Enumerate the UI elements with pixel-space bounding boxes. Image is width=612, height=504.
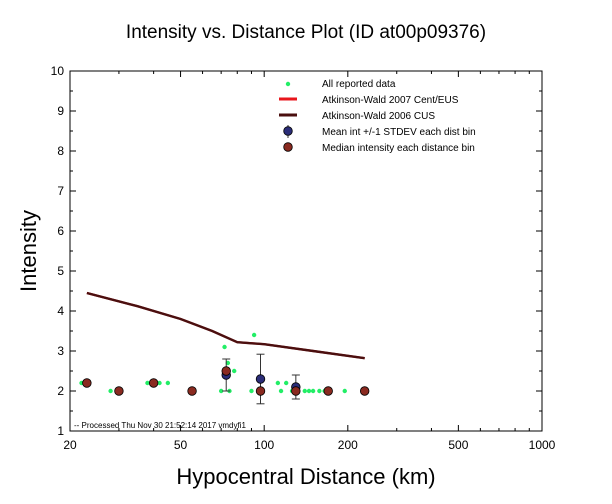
y-tick-label: 9 [57,104,64,118]
median-intensity-point [255,386,266,396]
reported-data-point [249,388,254,394]
median-intensity-point [187,386,197,396]
median-intensity-point [323,386,333,396]
y-tick-label: 7 [57,184,64,198]
reported-data-point [342,388,347,394]
x-axis-label: Hypocentral Distance (km) [176,464,435,489]
reported-data-point [302,388,307,394]
reported-data-point [283,380,289,386]
reported-data-point [275,380,281,386]
plot-frame [69,70,543,432]
axes: 1 2 3 4 5 6 7 8 9 10 20 50 100 200 500 1000 [51,64,556,452]
reported-data-point [251,332,257,338]
x-tick-label: 500 [448,438,468,452]
processed-footer: -- Processed Thu Nov 30 21:52:14 2017 vm… [74,421,247,430]
reported-data-point [310,388,316,394]
reported-data-point [222,344,227,350]
reported-data-point [232,368,237,374]
reported-data-point [218,388,224,394]
y-tick-label: 8 [57,144,64,158]
reported-data-point [108,388,113,394]
y-tick-label: 5 [57,264,64,278]
reported-data-point [317,388,322,394]
legend-label: Mean int +/-1 STDEV each dist bin [322,127,476,138]
x-tick-label: 1000 [529,438,556,452]
legend-label: All reported data [322,79,396,90]
reported-data-point [306,388,312,394]
chart-title: Intensity vs. Distance Plot (ID at00p093… [126,22,486,43]
y-tick-label: 1 [57,424,64,438]
legend-label: Atkinson-Wald 2006 CUS [322,111,435,122]
x-tick-label: 50 [174,438,188,452]
y-tick-label: 3 [57,344,64,358]
reported-data-point [157,380,162,386]
median-intensity-point [291,386,301,396]
legend-symbol-mean [283,126,293,136]
legend-label: Median intensity each distance bin [322,143,475,154]
reported-data-point [165,380,171,386]
median-intensity-point [114,386,124,396]
legend-label: Atkinson-Wald 2007 Cent/EUS [322,95,459,106]
y-tick-label: 4 [57,304,64,318]
reported-data-point [145,380,150,386]
median-intensity-point [221,366,231,376]
x-tick-label: 100 [254,438,274,452]
legend-symbol-reported [285,81,291,87]
mean-intensity-point [255,374,266,384]
median-intensity-point [148,378,159,388]
reported-data-point [225,360,231,366]
aw2006-line [86,291,365,360]
reported-data-point [278,388,284,394]
y-tick-label: 10 [51,64,65,78]
y-axis-label: Intensity [16,210,41,292]
y-tick-label: 6 [57,224,64,238]
y-tick-label: 2 [57,384,64,398]
x-tick-label: 20 [63,438,77,452]
x-tick-label: 200 [338,438,358,452]
median-intensity-point [82,378,92,388]
legend: All reported data Atkinson-Wald 2007 Cent… [279,79,476,154]
series-layer [79,291,370,405]
legend-symbol-median [283,142,293,152]
median-intensity-point [359,386,370,396]
